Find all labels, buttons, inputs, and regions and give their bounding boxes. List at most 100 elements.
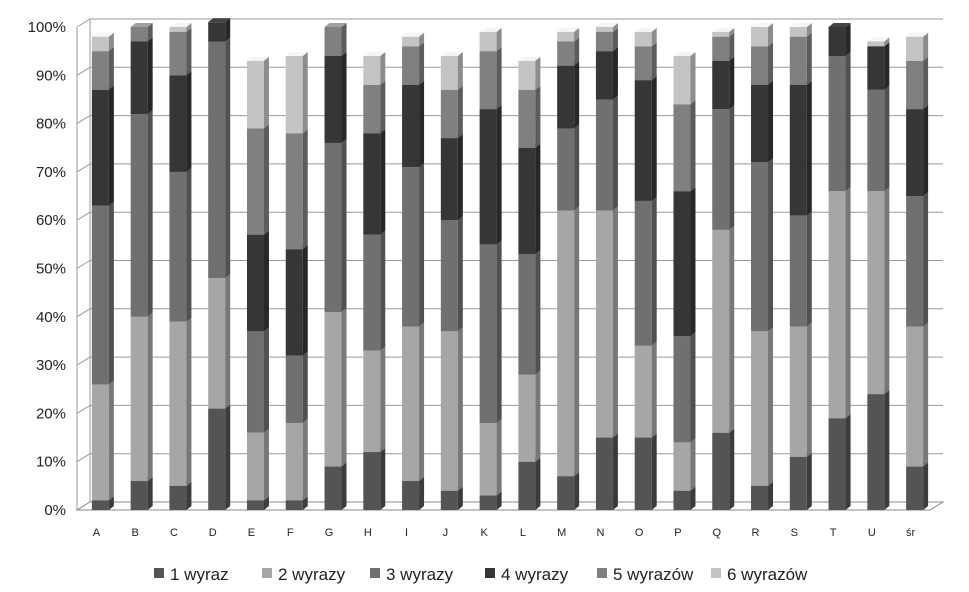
floor-plane <box>75 501 945 511</box>
bar-side <box>302 51 308 134</box>
bar-side <box>612 23 618 32</box>
bar-side <box>419 42 425 85</box>
bar-side <box>884 187 890 395</box>
bar-segment <box>906 322 929 467</box>
x-tick-label: L <box>520 527 526 539</box>
bar-front <box>479 51 497 110</box>
bar-front <box>246 500 264 510</box>
bar-front <box>751 46 769 85</box>
bar-front <box>673 191 691 337</box>
bar-segment <box>169 71 192 172</box>
bar-top <box>906 32 929 37</box>
bar-side <box>612 433 618 510</box>
bar-side <box>806 80 812 216</box>
bar-front <box>828 418 846 510</box>
bar-side <box>884 85 890 192</box>
bar-front <box>906 60 924 110</box>
bar-side <box>496 27 502 52</box>
bar-top <box>91 32 114 37</box>
bar-side <box>768 80 774 163</box>
y-tick-label: 100% <box>28 19 66 36</box>
bar-side <box>923 105 929 197</box>
bar-segment <box>208 37 231 279</box>
bar-side <box>380 129 386 235</box>
bar-side <box>806 452 812 510</box>
bar-front <box>789 215 807 327</box>
bar-segment <box>518 85 541 148</box>
bar-side <box>729 27 735 37</box>
bar-segment <box>324 51 347 143</box>
bar-side <box>419 80 425 168</box>
bar-segment <box>440 51 463 90</box>
bar-side <box>186 23 192 32</box>
bar-segment <box>712 225 735 433</box>
bar-front <box>363 84 381 134</box>
bar-side <box>768 481 774 510</box>
bar-front <box>634 345 652 438</box>
bar-segment <box>867 37 890 47</box>
bar-segment <box>828 187 851 419</box>
bar-front <box>479 244 497 424</box>
bar-front <box>673 442 691 491</box>
bar-side <box>729 32 735 61</box>
bar-front <box>402 36 420 47</box>
bar-side <box>108 85 114 206</box>
bar-segment <box>751 158 774 332</box>
bar-front <box>324 466 342 510</box>
bar-segment <box>130 109 153 317</box>
bar-front <box>246 331 264 433</box>
bar-front <box>518 254 536 375</box>
bar-side <box>108 380 114 501</box>
bar-front <box>169 31 187 76</box>
legend-label: 3 wyrazy <box>386 565 454 584</box>
bar-side <box>690 187 696 337</box>
bar-side <box>806 23 812 37</box>
x-tick-label: R <box>752 527 760 539</box>
gridline-depth <box>76 356 91 366</box>
bar-segment <box>363 346 386 453</box>
bar-front <box>208 278 226 409</box>
bar-side <box>380 51 386 85</box>
bar-front <box>518 147 536 255</box>
bar-side <box>574 37 580 66</box>
bar-segment <box>712 27 735 37</box>
bar-segment <box>440 85 463 139</box>
bar-front <box>518 374 536 462</box>
bar-front <box>518 89 536 148</box>
bar-side <box>341 462 347 510</box>
bar-front <box>91 51 109 90</box>
bar-segment <box>479 105 502 245</box>
bar-segment <box>906 56 929 110</box>
y-tick-label: 60% <box>36 212 66 229</box>
bar-segment <box>208 404 231 510</box>
bar-side <box>535 143 541 255</box>
bar-side <box>612 27 618 52</box>
bar-side <box>768 42 774 85</box>
bar-side <box>457 327 463 491</box>
bar-front <box>867 394 885 510</box>
bar-front <box>712 432 730 510</box>
legend-item: 3 wyrazy <box>370 565 454 584</box>
x-tick-label: U <box>868 527 876 539</box>
bar-front <box>440 138 458 221</box>
bar-side <box>923 322 929 467</box>
bar-side <box>147 23 153 42</box>
y-tick-label: 50% <box>36 261 66 278</box>
bar-segment <box>246 428 269 501</box>
bar-front <box>673 104 691 192</box>
bar-side <box>806 322 812 457</box>
bar-side <box>496 491 502 510</box>
bar-front <box>363 452 381 510</box>
x-tick-label: F <box>287 527 294 539</box>
bar-side <box>108 47 114 90</box>
bar-top <box>557 27 580 32</box>
bar-top <box>440 51 463 56</box>
gridline-depth <box>76 115 91 125</box>
bar-side <box>535 56 541 90</box>
legend-swatch <box>154 568 164 578</box>
bar-segment <box>634 42 657 81</box>
bar-side <box>186 167 192 322</box>
bar-segment <box>169 481 192 510</box>
bar-side <box>612 47 618 100</box>
bar-side <box>108 32 114 52</box>
